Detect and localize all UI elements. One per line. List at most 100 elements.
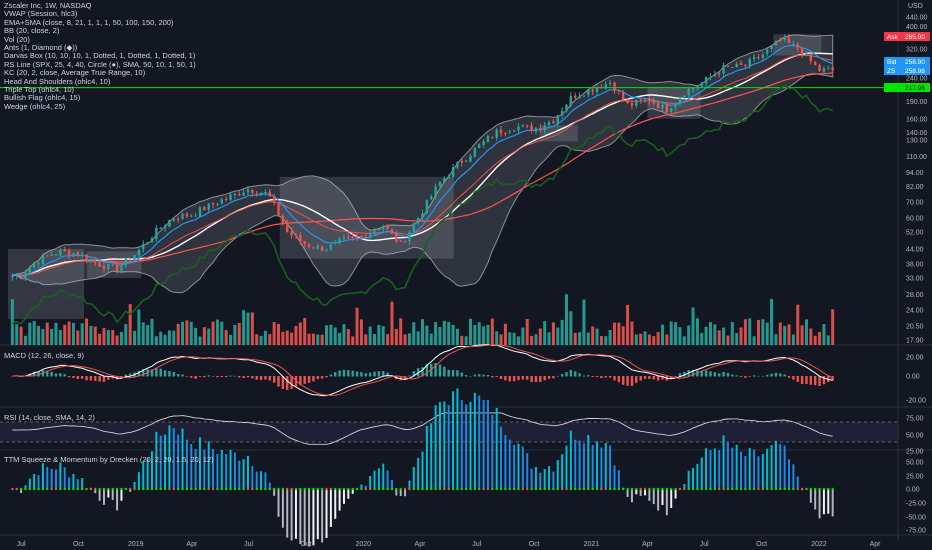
volume-bar — [691, 307, 695, 345]
volume-bar — [416, 331, 420, 345]
volume-bar — [652, 336, 656, 345]
macd-histogram-bar — [814, 376, 817, 386]
ttm-label[interactable]: TTM Squeeze & Momentum by Drecken (20, 2… — [4, 455, 214, 464]
candlesticks — [11, 33, 834, 281]
ttm-squeeze-dot — [739, 487, 743, 491]
ttm-squeeze-dot — [792, 487, 795, 491]
macd-histogram-bar — [600, 376, 603, 379]
ttm-squeeze-dot — [517, 487, 520, 491]
ttm-squeeze-dot — [377, 487, 381, 491]
volume-bar — [726, 335, 730, 345]
ttm-momentum-bar — [417, 457, 420, 490]
ttm-momentum-bar — [72, 473, 75, 490]
ttm-tick-label: -75.00 — [906, 528, 926, 535]
volume-bar — [154, 336, 158, 345]
macd-histogram-bar — [430, 363, 433, 377]
legend-indicator[interactable]: Bullish Flag (ohlc4, 15) — [4, 93, 81, 103]
candle-body — [774, 40, 778, 46]
candle-body — [438, 181, 442, 186]
ttm-squeeze-dot — [168, 487, 171, 491]
macd-histogram-bar — [338, 370, 341, 377]
ttm-momentum-bar — [761, 454, 764, 490]
macd-histogram-bar — [491, 376, 494, 378]
candle-body — [451, 167, 455, 177]
ttm-squeeze-dot — [491, 487, 494, 491]
macd-histogram-bar — [608, 376, 612, 378]
ttm-squeeze-dot — [259, 487, 263, 491]
macd-histogram-bar — [552, 376, 555, 379]
ttm-momentum-bar — [526, 453, 529, 490]
symbol-title[interactable]: Zscaler Inc, 1W, NASDAQ — [4, 1, 92, 10]
ttm-momentum-bar — [822, 489, 825, 515]
volume-bar — [311, 333, 315, 345]
legend-indicator[interactable]: EMA+SMA (close, 8, 21, 1, 1, 1, 50, 100,… — [4, 17, 174, 27]
legend-indicator[interactable]: Vol (20) — [4, 34, 30, 44]
macd-label[interactable]: MACD (12, 26, close, 9) — [4, 351, 85, 360]
ttm-squeeze-dot — [434, 487, 437, 491]
volume-bar — [722, 327, 726, 345]
ttm-squeeze-dot — [482, 487, 485, 491]
macd-histogram-bar — [124, 374, 128, 377]
moving-average-lines — [0, 44, 898, 277]
ttm-squeeze-dot — [251, 487, 254, 491]
volume-bar — [211, 321, 215, 345]
darvas-box — [8, 249, 85, 319]
ttm-momentum-bar — [299, 489, 302, 545]
ttm-momentum-bar — [54, 469, 57, 490]
time-axis-label: Oct — [301, 541, 312, 548]
macd-histogram-bar — [220, 376, 223, 378]
volume-bar — [730, 322, 734, 345]
candle-body — [604, 84, 607, 89]
ttm-momentum-bar — [321, 489, 324, 543]
volume-bar — [473, 324, 477, 345]
ttm-squeeze-dot — [827, 487, 830, 491]
ttm-squeeze-dot — [255, 487, 258, 491]
legend-indicator[interactable]: Ants (1, Diamond (◆)) — [4, 43, 78, 53]
legend-indicator[interactable]: RS Line (SPX, 25, 4, 40, Circle (●), SMA… — [4, 59, 196, 69]
volume-bar — [37, 325, 41, 345]
macd-histogram-bar — [670, 376, 673, 380]
volume-bar — [739, 327, 743, 345]
macd-histogram-bar — [748, 376, 751, 377]
ttm-momentum-bar — [421, 451, 424, 490]
volume-bar — [482, 326, 486, 345]
macd-histogram-bar — [190, 376, 193, 378]
ttm-squeeze-dot — [783, 487, 786, 491]
ttm-squeeze-dot — [299, 487, 302, 491]
price-tick-label: 38.00 — [906, 261, 924, 268]
ttm-squeeze-dot — [814, 487, 817, 491]
macd-histogram-bar — [137, 370, 141, 377]
volume-bar — [407, 333, 411, 345]
rsi-label[interactable]: RSI (14, close, SMA, 14, 2) — [4, 413, 95, 422]
time-axis-label: 2021 — [584, 541, 600, 548]
ttm-squeeze-dot — [334, 487, 337, 491]
ttm-momentum-bar — [220, 449, 223, 490]
ttm-squeeze-dot — [438, 487, 442, 491]
ttm-momentum-bar — [508, 439, 511, 490]
ttm-momentum-bar — [783, 445, 786, 490]
legend-indicator[interactable]: Darvas Box (10, 10, 10, 1, Dotted, 1, Do… — [4, 51, 196, 61]
ttm-squeeze-dot — [617, 487, 621, 491]
ttm-squeeze-dot — [98, 487, 101, 491]
ttm-tick-label: -25.00 — [906, 501, 926, 508]
ttm-momentum-bar — [111, 489, 114, 500]
legend-indicator[interactable]: KC (20, 2, close, Average True Range, 10… — [4, 68, 146, 78]
ttm-momentum-bar — [443, 401, 446, 490]
volume-bar — [23, 335, 27, 345]
volume-bar — [102, 328, 106, 345]
legend-indicator[interactable]: Head And Shoulders (ohlc4, 10) — [4, 76, 111, 86]
candle-body — [120, 265, 123, 273]
volume-bar — [634, 334, 638, 345]
volume-bar — [220, 321, 224, 345]
candle-body — [704, 77, 708, 84]
ttm-squeeze-dot — [128, 487, 132, 491]
volume-bar — [503, 323, 507, 345]
price-axis[interactable]: USD440.00400.00360.00320.00280.00240.002… — [906, 3, 928, 535]
legend-indicator[interactable]: VWAP (Session, hlc3) — [4, 9, 78, 19]
legend-indicator[interactable]: Triple Top (ohlc4, 10) — [4, 85, 75, 95]
time-axis[interactable]: Jul Oct 2019 Apr Jul Oct 2020 Apr Jul Oct 2021 Apr J… — [17, 541, 882, 548]
candle-body — [670, 108, 673, 112]
legend-indicator[interactable]: BB (20, close, 2) — [4, 26, 60, 36]
legend-indicator[interactable]: Wedge (ohlc4, 25) — [4, 101, 66, 111]
